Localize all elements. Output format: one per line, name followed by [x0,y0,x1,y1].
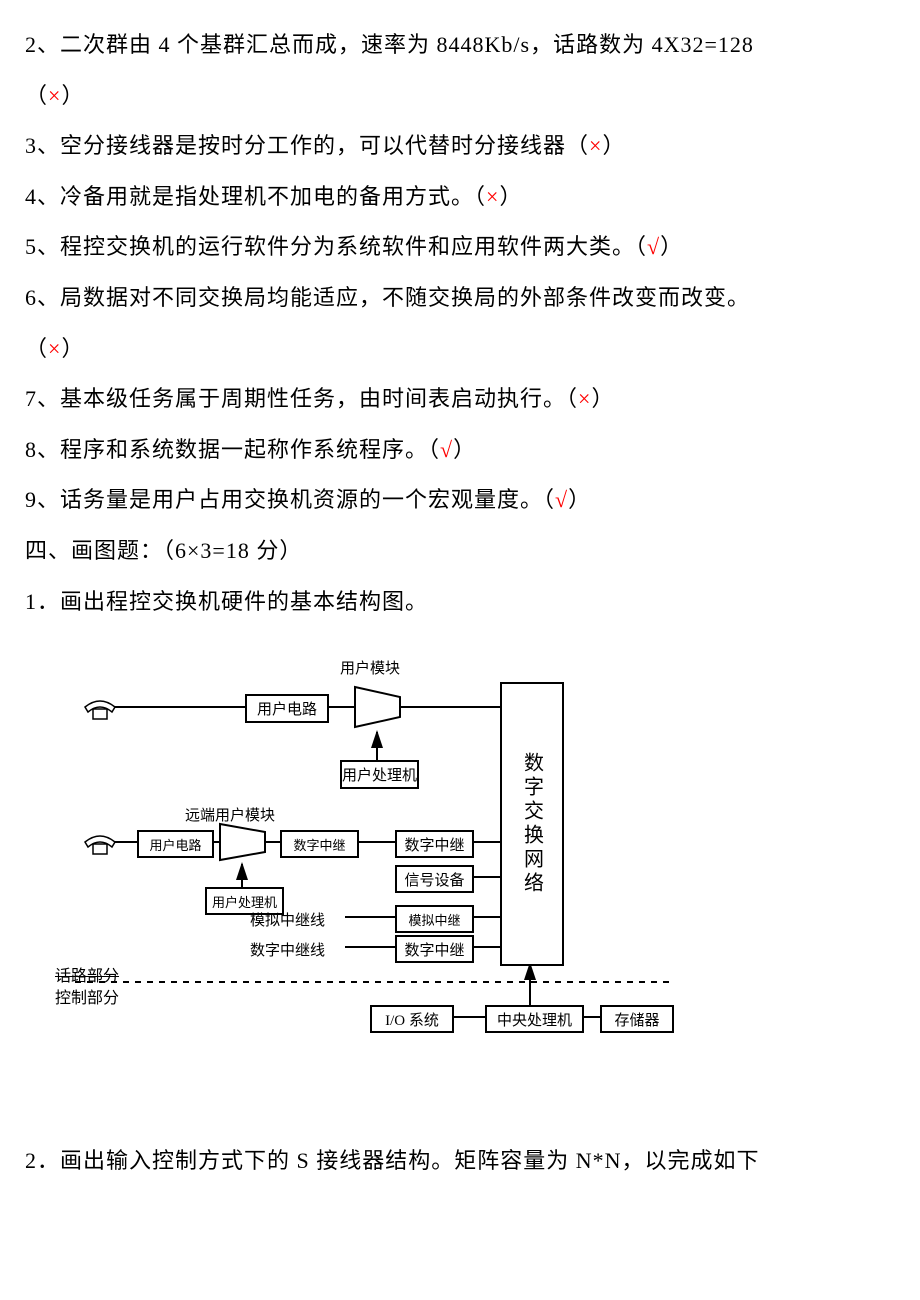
x-mark: × [589,133,602,158]
question-8: 8、程序和系统数据一起称作系统程序。（√） [25,425,895,476]
user-circuit-box-2: 用户电路 [137,830,214,858]
x-mark: × [486,184,499,209]
paren-close: ） [660,234,683,259]
io-system-box: I/O 系统 [370,1005,454,1033]
question-7: 7、基本级任务属于周期性任务，由时间表启动执行。（×） [25,374,895,425]
digital-trunk-line-label: 数字中继线 [250,939,325,960]
paren-close: ） [499,184,522,209]
paren-close: ） [568,487,591,512]
check-mark: √ [555,487,568,512]
x-mark: × [48,83,61,108]
section-4-title: 四、画图题：（6×3=18 分） [25,526,895,577]
hardware-structure-diagram: 用户模块 用户电路 用户处理机 远端用户模块 用户电路 数字中继 用户处理机 数… [55,642,695,1042]
paren-close: ） [591,386,614,411]
remote-module-label: 远端用户模块 [185,804,275,825]
question-4: 4、冷备用就是指处理机不加电的备用方式。（×） [25,172,895,223]
q4-text: 4、冷备用就是指处理机不加电的备用方式。（ [25,184,486,209]
paren-open: （ [25,83,48,108]
question-2: 2、二次群由 4 个基群汇总而成，速率为 8448Kb/s，话路数为 4X32=… [25,20,895,71]
question-5: 5、程控交换机的运行软件分为系统软件和应用软件两大类。（√） [25,222,895,273]
paren-close: ） [61,336,84,361]
switch-network-box: 数字交换网络 [500,682,564,966]
central-processor-box: 中央处理机 [485,1005,584,1033]
question-6: 6、局数据对不同交换局均能适应，不随交换局的外部条件改变而改变。 [25,273,895,324]
storage-box: 存储器 [600,1005,674,1033]
digital-relay-label-box: 数字中继 [280,830,359,858]
q9-text: 9、话务量是用户占用交换机资源的一个宏观量度。（ [25,487,555,512]
question-3: 3、空分接线器是按时分工作的，可以代替时分接线器（×） [25,121,895,172]
control-part-label: 控制部分 [55,984,119,1008]
question-2-mark: （×） [25,71,895,122]
q5-text: 5、程控交换机的运行软件分为系统软件和应用软件两大类。（ [25,234,647,259]
q8-text: 8、程序和系统数据一起称作系统程序。（ [25,437,440,462]
user-circuit-box: 用户电路 [245,694,329,723]
user-module-label: 用户模块 [340,657,400,678]
q7-text: 7、基本级任务属于周期性任务，由时间表启动执行。（ [25,386,578,411]
section-4-q2: 2．画出输入控制方式下的 S 接线器结构。矩阵容量为 N*N，以完成如下 [25,1136,895,1187]
analog-relay-box: 模拟中继 [395,905,474,933]
paren-close: ） [602,133,625,158]
paren-open: （ [25,336,48,361]
user-processor-box: 用户处理机 [340,760,419,789]
q3-text: 3、空分接线器是按时分工作的，可以代替时分接线器（ [25,133,589,158]
check-mark: √ [647,234,660,259]
check-mark: √ [440,437,453,462]
section-4-q1: 1．画出程控交换机硬件的基本结构图。 [25,577,895,628]
analog-trunk-line-label: 模拟中继线 [250,909,325,930]
x-mark: × [48,336,61,361]
question-9: 9、话务量是用户占用交换机资源的一个宏观量度。（√） [25,475,895,526]
q2-text: 2、二次群由 4 个基群汇总而成，速率为 8448Kb/s，话路数为 4X32=… [25,32,754,57]
circuit-part-label: 话路部分 [55,962,119,986]
paren-close: ） [61,83,84,108]
signal-device-box: 信号设备 [395,865,474,893]
q6-text: 6、局数据对不同交换局均能适应，不随交换局的外部条件改变而改变。 [25,285,750,310]
digital-relay-box: 数字中继 [395,830,474,858]
question-6-mark: （×） [25,324,895,375]
digital-relay-box-2: 数字中继 [395,935,474,963]
x-mark: × [578,386,591,411]
paren-close: ） [453,437,476,462]
